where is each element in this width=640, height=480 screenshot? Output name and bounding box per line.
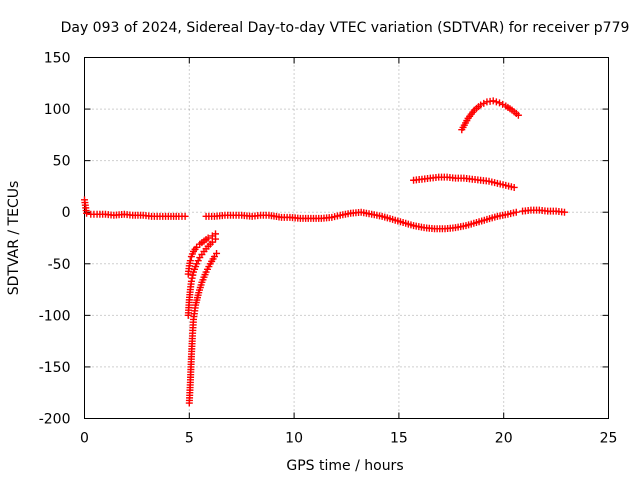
axis-ticks: 0 5 10 15 20 25 -200 -150 -100 -50 0 50 100 150 [39, 51, 618, 447]
y-tick-label: 0 [62, 205, 71, 221]
data-point-arc-upper [489, 97, 497, 105]
y-tick-label: -100 [39, 308, 71, 324]
y-tick-label: -200 [39, 412, 71, 428]
data-point-arc-upper [480, 99, 488, 107]
data-point-dip-arc-3 [213, 249, 221, 257]
y-tick-label: 50 [53, 154, 71, 170]
plot-frame [84, 57, 609, 419]
data-point-dip-arc-1 [193, 243, 201, 251]
data-point-dip-arc-2 [194, 257, 202, 265]
x-tick-label: 5 [185, 431, 194, 447]
data-point-arc-middle [510, 183, 518, 191]
x-tick-label: 25 [600, 431, 618, 447]
data-point-arc-upper [499, 100, 507, 108]
x-tick-label: 10 [285, 431, 303, 447]
x-tick-label: 15 [390, 431, 408, 447]
y-tick-label: -150 [39, 360, 71, 376]
grid-lines [84, 57, 609, 419]
data-point-baseline-early [181, 212, 189, 220]
y-tick-label: 100 [44, 102, 71, 118]
data-point-dip-arc-2 [193, 260, 201, 268]
data-point-arc-upper [477, 101, 485, 109]
data-point-baseline-late [560, 208, 568, 216]
data-point-arc-upper [514, 111, 522, 119]
x-axis-label: GPS time / hours [286, 458, 403, 474]
data-point-dip-arc-1 [204, 234, 212, 242]
data-point-baseline-mid [512, 208, 520, 216]
x-tick-label: 20 [495, 431, 513, 447]
x-tick-label: 0 [80, 431, 89, 447]
data-point-dip-arc-1 [186, 257, 194, 265]
y-tick-label: -50 [48, 257, 71, 273]
data-point-arc-upper [492, 98, 500, 106]
data-point-baseline-early [83, 209, 91, 217]
chart-title: Day 093 of 2024, Sidereal Day-to-day VTE… [61, 20, 630, 36]
data-point-arc-upper [496, 99, 504, 107]
y-tick-label: 150 [44, 51, 71, 67]
y-axis-label: SDTVAR / TECUs [6, 181, 22, 296]
data-points [81, 97, 568, 407]
data-point-dip-arc-2 [212, 235, 219, 243]
data-point-dip-arc-2 [208, 238, 216, 246]
